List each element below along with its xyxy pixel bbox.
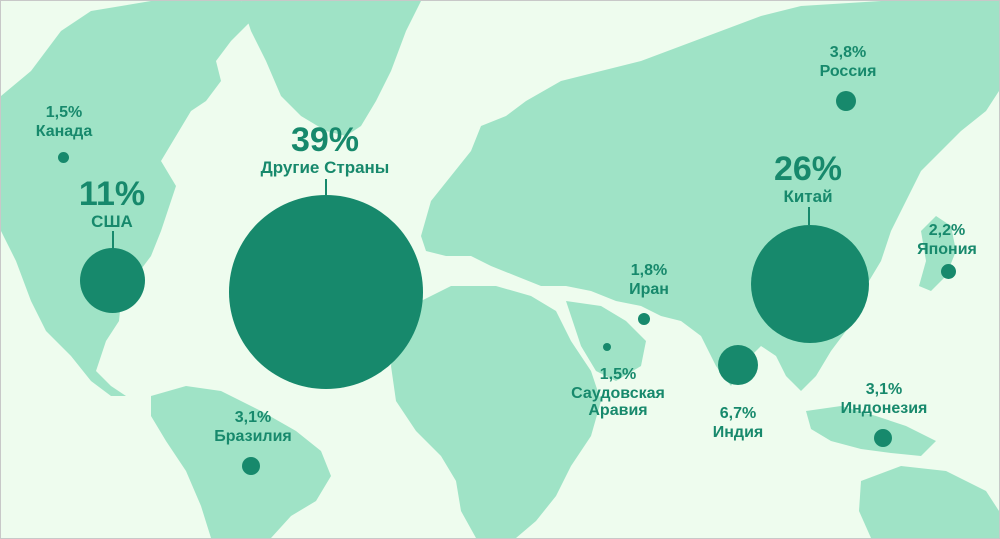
label-iran: 1,8% Иран xyxy=(629,262,669,299)
bubble-japan xyxy=(941,264,956,279)
label-brazil-percent: 3,1% xyxy=(234,409,272,426)
stem-china xyxy=(808,207,810,225)
label-canada: 1,5% Канада xyxy=(35,104,93,141)
greenland-shape xyxy=(241,1,421,136)
north-america-shape xyxy=(1,1,251,396)
label-other: 39% Другие Страны xyxy=(261,123,390,176)
south-america-shape xyxy=(151,386,331,538)
label-iran-name: Иран xyxy=(629,281,669,298)
label-iran-percent: 1,8% xyxy=(630,262,668,279)
label-russia-name: Россия xyxy=(819,63,877,80)
bubble-india xyxy=(718,345,758,385)
label-india-name: Индия xyxy=(712,424,764,441)
label-india-percent: 6,7% xyxy=(719,405,757,422)
label-russia: 3,8% Россия xyxy=(819,44,877,81)
australia-shape xyxy=(859,466,999,538)
label-usa-name: США xyxy=(91,212,133,231)
bubble-canada xyxy=(58,152,69,163)
bubble-russia xyxy=(836,91,856,111)
label-saudi: 1,5% Саудовская Аравия xyxy=(571,366,665,420)
bubble-china xyxy=(751,225,869,343)
label-canada-name: Канада xyxy=(35,123,93,140)
label-saudi-percent: 1,5% xyxy=(599,366,637,383)
label-other-name: Другие Страны xyxy=(260,158,390,177)
label-usa-percent: 11% xyxy=(78,175,146,213)
label-china: 26% Китай xyxy=(774,152,842,205)
label-usa: 11% США xyxy=(79,177,145,230)
label-russia-percent: 3,8% xyxy=(829,44,867,61)
label-japan: 2,2% Япония xyxy=(917,222,977,259)
arabia-shape xyxy=(566,301,646,381)
label-india: 6,7% Индия xyxy=(712,405,764,442)
label-china-name: Китай xyxy=(783,187,833,206)
label-brazil-name: Бразилия xyxy=(214,428,292,445)
label-indonesia-percent: 3,1% xyxy=(865,381,903,398)
bubble-iran xyxy=(638,313,650,325)
bubble-brazil xyxy=(242,457,260,475)
label-brazil: 3,1% Бразилия xyxy=(214,409,292,446)
label-indonesia-name: Индонезия xyxy=(840,400,928,417)
label-saudi-name: Саудовская Аравия xyxy=(571,385,665,419)
label-japan-percent: 2,2% xyxy=(928,222,966,239)
stem-other xyxy=(325,179,327,195)
label-japan-name: Япония xyxy=(917,241,977,258)
bubble-indonesia xyxy=(874,429,892,447)
bubble-saudi xyxy=(603,343,611,351)
bubble-other xyxy=(229,195,423,389)
label-other-percent: 39% xyxy=(290,121,360,159)
stem-usa xyxy=(112,231,114,249)
indonesia-shape xyxy=(806,406,936,456)
bubble-usa xyxy=(80,248,145,313)
label-indonesia: 3,1% Индонезия xyxy=(840,381,928,418)
label-canada-percent: 1,5% xyxy=(45,104,83,121)
africa-shape xyxy=(391,286,601,538)
label-china-percent: 26% xyxy=(773,150,843,188)
